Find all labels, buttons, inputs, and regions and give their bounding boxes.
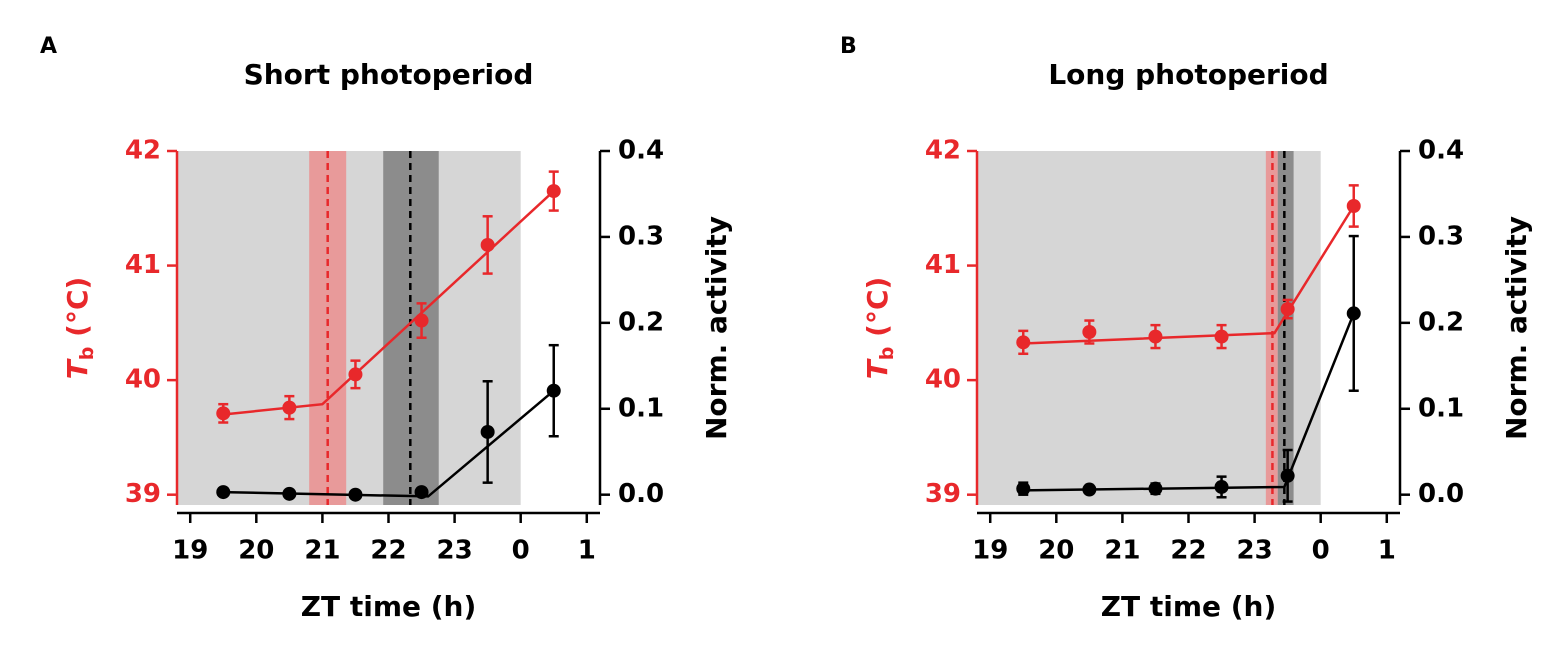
chart-title: Long photoperiod — [1048, 58, 1328, 91]
y-tick-label: 39 — [925, 479, 961, 509]
y-tick-label: 39 — [125, 479, 161, 509]
y2-tick-label: 0.2 — [618, 307, 664, 337]
y2-tick-label: 0.4 — [618, 136, 664, 166]
y-tick-label: 41 — [925, 250, 961, 280]
x-tick-label: 22 — [370, 536, 406, 566]
y-tick-label: 42 — [125, 136, 161, 166]
x-axis-label: ZT time (h) — [301, 590, 477, 623]
x-tick-label: 21 — [1104, 536, 1140, 566]
x-axis-label: ZT time (h) — [1101, 590, 1277, 623]
y-tick-label: 40 — [125, 365, 161, 395]
data-point — [282, 400, 297, 415]
y2-tick-label: 0.2 — [1418, 307, 1464, 337]
x-tick-label: 23 — [437, 536, 473, 566]
data-point — [1016, 335, 1031, 350]
y2-tick-label: 0.1 — [618, 393, 664, 423]
y-axis-label: Tb (°C) — [61, 277, 98, 380]
x-tick-label: 19 — [172, 536, 208, 566]
data-point — [348, 487, 363, 502]
data-point — [414, 485, 429, 500]
y2-tick-label: 0.3 — [1418, 221, 1464, 251]
fit-line — [1023, 312, 1355, 492]
data-point — [1346, 306, 1361, 321]
x-tick-label: 1 — [1378, 536, 1396, 566]
y2-tick-label: 0.0 — [618, 479, 664, 509]
chart-title: Short photoperiod — [244, 58, 534, 91]
data-point — [348, 367, 363, 382]
y2-tick-label: 0.4 — [1418, 136, 1464, 166]
fit-line — [1023, 205, 1355, 345]
x-tick-label: 1 — [578, 536, 596, 566]
data-point — [480, 237, 495, 252]
y-label-unit: (°C) — [861, 277, 894, 347]
y-label-unit: (°C) — [61, 277, 94, 347]
data-point — [1148, 329, 1163, 344]
data-point — [1214, 329, 1229, 344]
data-point — [480, 424, 495, 439]
y2-axis-label: Norm. activity — [700, 216, 733, 440]
data-point — [1148, 481, 1163, 496]
data-point — [216, 485, 231, 500]
x-tick-label: 21 — [304, 536, 340, 566]
data-point — [1280, 302, 1295, 317]
data-point — [1082, 325, 1097, 340]
y2-axis-label: Norm. activity — [1500, 216, 1533, 440]
data-point — [1082, 482, 1097, 497]
x-tick-label: 20 — [1038, 536, 1074, 566]
x-tick-label: 20 — [238, 536, 274, 566]
x-tick-label: 19 — [972, 536, 1008, 566]
y-label-subscript: b — [876, 347, 898, 361]
data-point — [546, 383, 561, 398]
x-tick-label: 0 — [1312, 536, 1330, 566]
data-point — [1346, 198, 1361, 213]
data-point — [414, 313, 429, 328]
night-shade — [177, 151, 521, 505]
y-axis-label: Tb (°C) — [861, 277, 898, 380]
data-point — [1016, 481, 1031, 496]
data-point — [282, 486, 297, 501]
data-point — [1280, 468, 1295, 483]
panel-letter: A — [40, 34, 57, 59]
panel-letter: B — [840, 34, 857, 59]
y-tick-label: 40 — [925, 365, 961, 395]
y2-tick-label: 0.3 — [618, 221, 664, 251]
data-point — [1214, 479, 1229, 494]
onset-band — [1277, 151, 1294, 505]
x-tick-label: 0 — [512, 536, 530, 566]
y-tick-label: 41 — [125, 250, 161, 280]
y2-tick-label: 0.1 — [1418, 393, 1464, 423]
onset-band — [1265, 151, 1278, 505]
night-shade — [977, 151, 1321, 505]
y-label-subscript: b — [76, 347, 98, 361]
y-label-symbol: T — [61, 358, 94, 379]
x-tick-label: 22 — [1170, 536, 1206, 566]
x-tick-label: 23 — [1237, 536, 1273, 566]
y-label-symbol: T — [861, 358, 894, 379]
data-point — [546, 184, 561, 199]
y2-tick-label: 0.0 — [1418, 479, 1464, 509]
y-tick-label: 42 — [925, 136, 961, 166]
fit-line — [223, 190, 555, 416]
data-point — [216, 406, 231, 421]
